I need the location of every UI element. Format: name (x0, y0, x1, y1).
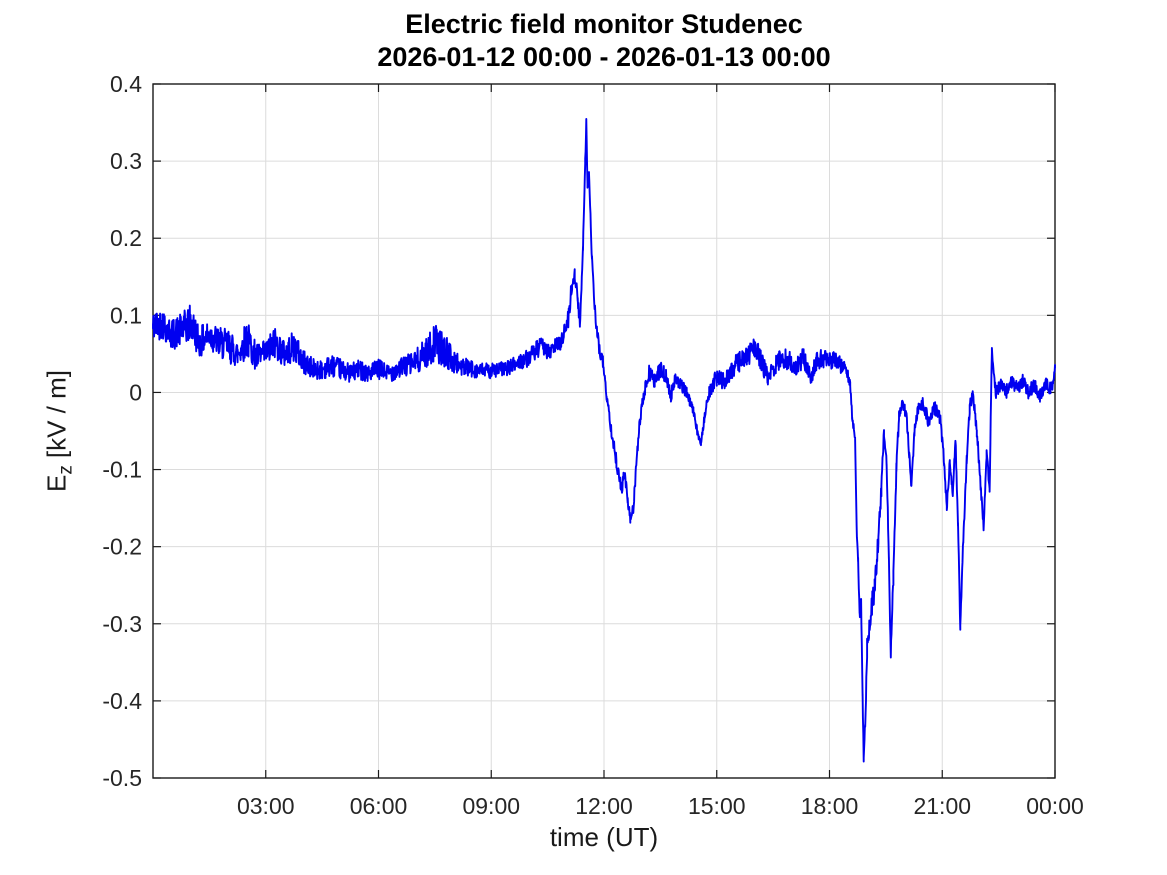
y-tick-label: 0 (129, 379, 142, 405)
y-tick-label: -0.2 (102, 534, 142, 560)
y-tick-label: 0.3 (110, 148, 142, 174)
chart-subtitle: 2026-01-12 00:00 - 2026-01-13 00:00 (377, 42, 831, 72)
y-axis-label-prefix: E (41, 474, 72, 492)
series-line-Ez (152, 118, 1056, 763)
x-tick-label: 12:00 (575, 793, 633, 819)
x-tick-label: 09:00 (462, 793, 520, 819)
y-tick-label: 0.1 (110, 302, 142, 328)
y-axis-label: Ez [kV / m] (41, 370, 77, 492)
x-tick-label: 21:00 (913, 793, 971, 819)
x-axis-label: time (UT) (549, 822, 659, 852)
chart-title-block: Electric field monitor Studenec 2026-01-… (153, 8, 1055, 74)
y-axis-label-subscript: z (55, 465, 77, 475)
y-tick-label: -0.1 (102, 457, 142, 483)
x-tick-label: 03:00 (237, 793, 295, 819)
y-tick-label: 0.4 (110, 71, 142, 97)
y-tick-label: 0.2 (110, 225, 142, 251)
x-tick-label: 00:00 (1026, 793, 1084, 819)
x-tick-label: 18:00 (801, 793, 859, 819)
y-tick-label: -0.3 (102, 611, 142, 637)
x-tick-label: 06:00 (350, 793, 408, 819)
chart-title: Electric field monitor Studenec (405, 9, 803, 39)
x-tick-label: 15:00 (688, 793, 746, 819)
y-axis-label-units: [kV / m] (41, 370, 72, 459)
y-tick-label: -0.4 (102, 688, 142, 714)
y-tick-label: -0.5 (102, 765, 142, 791)
